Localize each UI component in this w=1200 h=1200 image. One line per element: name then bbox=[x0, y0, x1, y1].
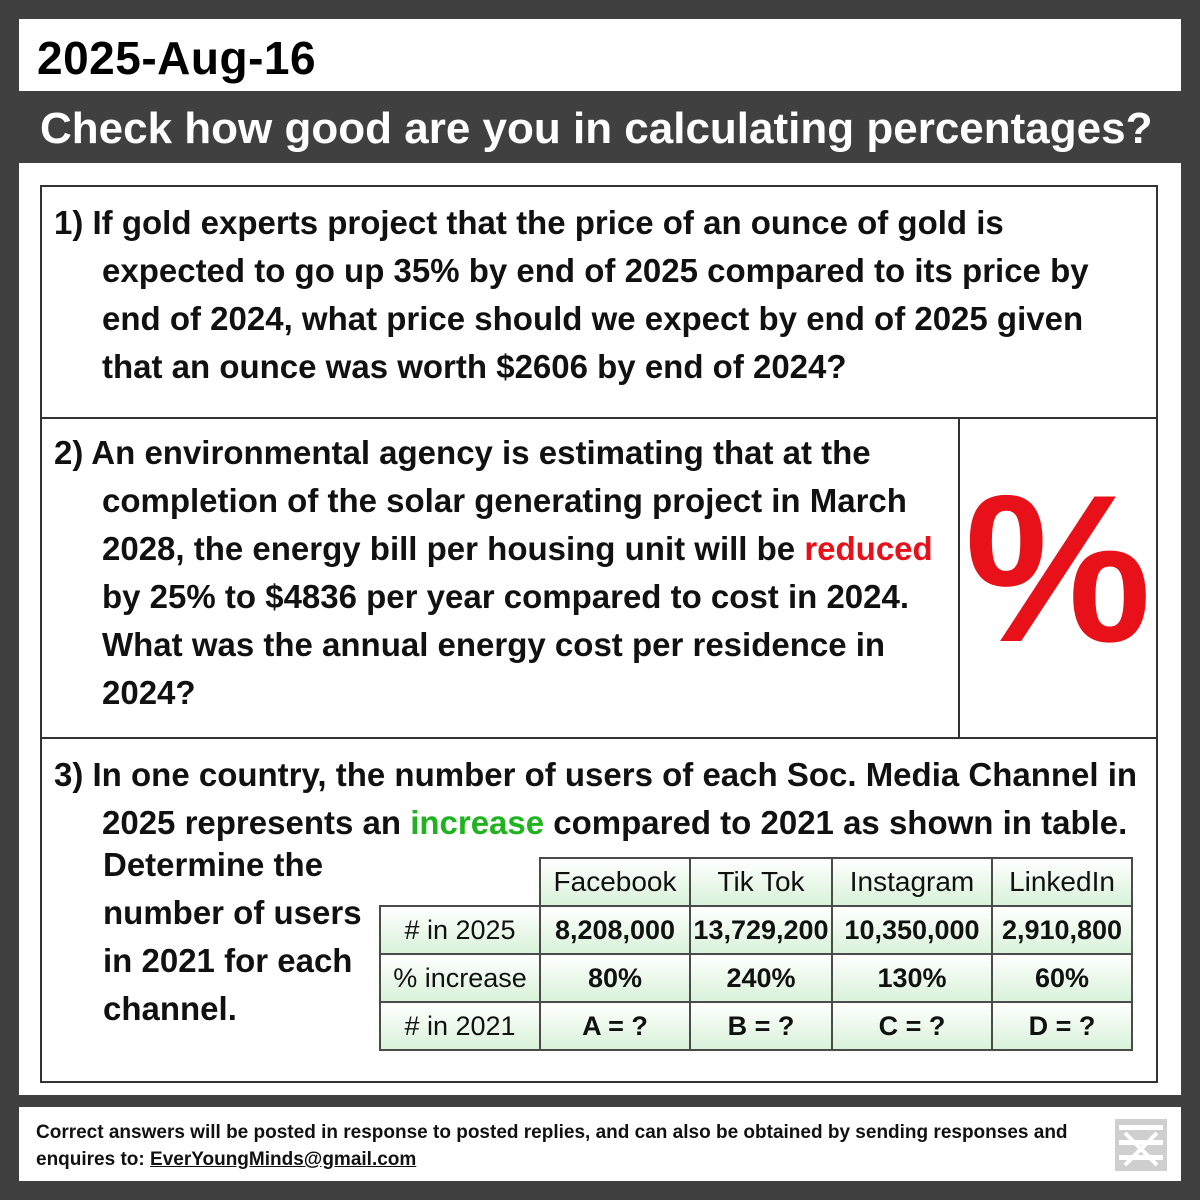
page-subtitle: Check how good are you in calculating pe… bbox=[40, 104, 1153, 153]
row-label-percent-increase: % increase bbox=[379, 953, 541, 1003]
table-cell: 2,910,800 bbox=[991, 905, 1133, 955]
table-row: # in 2025 8,208,000 13,729,200 10,350,00… bbox=[379, 905, 1133, 955]
table-cell: 60% bbox=[991, 953, 1133, 1003]
table-corner-cell bbox=[379, 857, 541, 907]
table-row: % increase 80% 240% 130% 60% bbox=[379, 953, 1133, 1003]
footer: Correct answers will be posted in respon… bbox=[19, 1107, 1181, 1181]
percent-icon: % bbox=[964, 451, 1152, 686]
increase-highlight: increase bbox=[410, 804, 545, 841]
question-2-text-before: 2) An environmental agency is estimating… bbox=[54, 434, 907, 567]
percent-symbol-box: % bbox=[958, 417, 1158, 739]
column-header-instagram: Instagram bbox=[831, 857, 993, 907]
question-1-box: 1) If gold experts project that the pric… bbox=[40, 185, 1158, 419]
email-link[interactable]: EverYoungMinds@gmail.com bbox=[150, 1149, 417, 1170]
question-2-text: 2) An environmental agency is estimating… bbox=[54, 429, 948, 717]
question-3-text-before: 3) In one country, the number of users o… bbox=[54, 756, 1138, 841]
question-3-text: 3) In one country, the number of users o… bbox=[54, 751, 1146, 847]
table-row: # in 2021 A = ? B = ? C = ? D = ? bbox=[379, 1001, 1133, 1051]
table-header-row: Facebook Tik Tok Instagram LinkedIn bbox=[379, 857, 1133, 907]
users-table: Facebook Tik Tok Instagram LinkedIn # in… bbox=[379, 857, 1133, 1051]
table-cell: A = ? bbox=[539, 1001, 691, 1051]
column-header-tiktok: Tik Tok bbox=[689, 857, 833, 907]
question-2-box: 2) An environmental agency is estimating… bbox=[40, 417, 960, 739]
questions-panel: 1) If gold experts project that the pric… bbox=[19, 163, 1181, 1095]
row-label-2021: # in 2021 bbox=[379, 1001, 541, 1051]
reduced-highlight: reduced bbox=[804, 530, 933, 567]
table-cell: 80% bbox=[539, 953, 691, 1003]
question-2-text-after: by 25% to $4836 per year compared to cos… bbox=[102, 578, 910, 711]
footer-message: Correct answers will be posted in respon… bbox=[36, 1122, 1068, 1170]
date-title: 2025-Aug-16 bbox=[37, 32, 317, 84]
column-header-facebook: Facebook bbox=[539, 857, 691, 907]
table-cell: 8,208,000 bbox=[539, 905, 691, 955]
table-cell: 240% bbox=[689, 953, 833, 1003]
ever-young-minds-logo-icon bbox=[1115, 1119, 1167, 1171]
question-3-box: 3) In one country, the number of users o… bbox=[40, 737, 1158, 1083]
table-cell: C = ? bbox=[831, 1001, 993, 1051]
date-bar: 2025-Aug-16 bbox=[19, 19, 1181, 91]
row-label-2025: # in 2025 bbox=[379, 905, 541, 955]
footer-text: Correct answers will be posted in respon… bbox=[36, 1119, 1106, 1173]
table-cell: 13,729,200 bbox=[689, 905, 833, 955]
table-cell: 130% bbox=[831, 953, 993, 1003]
question-1-text: 1) If gold experts project that the pric… bbox=[54, 204, 1089, 385]
determine-instruction: Determine the number of users in 2021 fo… bbox=[103, 846, 362, 1027]
question-3-text-after: compared to 2021 as shown in table. bbox=[544, 804, 1128, 841]
column-header-linkedin: LinkedIn bbox=[991, 857, 1133, 907]
table-cell: D = ? bbox=[991, 1001, 1133, 1051]
table-cell: 10,350,000 bbox=[831, 905, 993, 955]
table-cell: B = ? bbox=[689, 1001, 833, 1051]
